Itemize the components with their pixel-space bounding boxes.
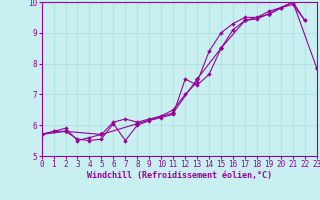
X-axis label: Windchill (Refroidissement éolien,°C): Windchill (Refroidissement éolien,°C) — [87, 171, 272, 180]
